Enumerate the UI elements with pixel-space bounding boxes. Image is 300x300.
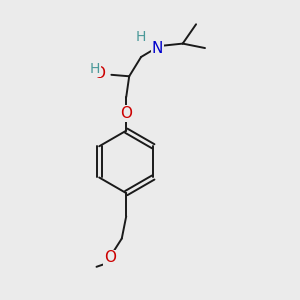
Text: H: H [136, 30, 146, 44]
Text: O: O [120, 106, 132, 121]
Text: O: O [93, 66, 105, 81]
Text: O: O [104, 250, 116, 266]
Text: N: N [152, 40, 163, 56]
Text: H: H [90, 62, 100, 76]
